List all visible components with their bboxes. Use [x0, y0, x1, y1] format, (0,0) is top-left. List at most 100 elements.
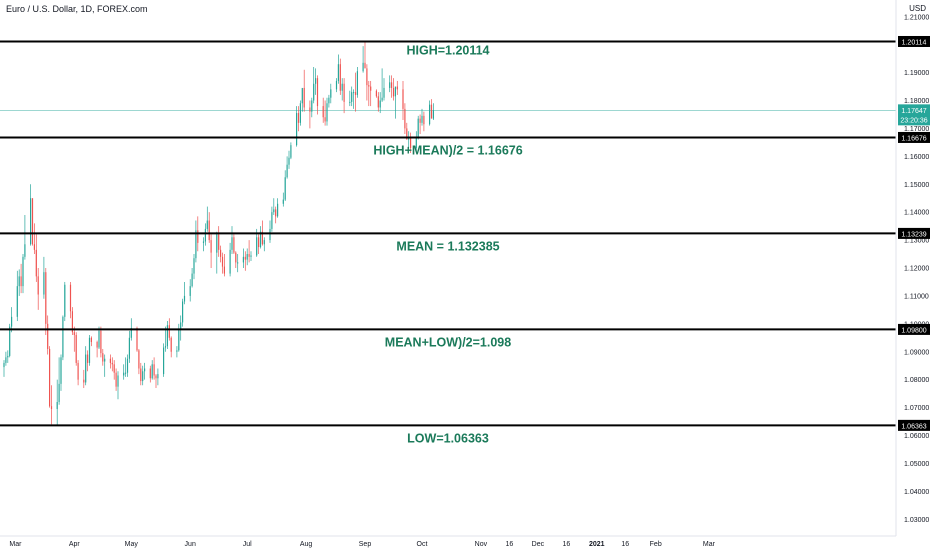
candle-body [182, 301, 184, 323]
candle-body [351, 92, 353, 102]
candle [389, 75, 391, 93]
level-axis-tag: 1.20114 [902, 39, 927, 46]
candle [410, 132, 412, 153]
candle [208, 212, 210, 243]
candle-body [151, 364, 153, 379]
candle-body [33, 244, 35, 250]
candle-body [45, 272, 47, 324]
price-tick-label: 1.17000 [904, 126, 929, 133]
level-annotation: LOW=1.06363 [407, 431, 489, 445]
price-tick-label: 1.12000 [904, 266, 929, 273]
price-tick-label: 1.09000 [904, 349, 929, 356]
candle [235, 251, 237, 268]
candle [166, 321, 168, 349]
candle [218, 226, 220, 257]
candle-body [368, 85, 370, 87]
candle-body [155, 375, 157, 379]
candle-body [100, 330, 102, 354]
candle [149, 365, 151, 383]
price-axis-background[interactable] [896, 0, 932, 536]
candle [231, 226, 233, 255]
candle [246, 248, 248, 266]
candle-body [220, 249, 222, 257]
candle-body [364, 62, 366, 69]
candle [381, 68, 383, 102]
candle [136, 326, 138, 352]
candle [309, 100, 311, 129]
candle [297, 106, 300, 132]
candle [343, 78, 345, 114]
candle [102, 348, 104, 366]
candle-body [284, 177, 286, 200]
candle [71, 307, 73, 335]
candle [430, 99, 433, 119]
candle [151, 360, 153, 380]
candle [49, 346, 51, 408]
candle-body [432, 110, 434, 119]
candle [404, 103, 406, 134]
candle-body [189, 286, 191, 296]
candle-body [157, 374, 159, 379]
price-tick-label: 1.07000 [904, 405, 929, 412]
candle-body [149, 368, 151, 379]
symbol-title: Euro / U.S. Dollar, 1D, FOREX.com [6, 4, 148, 14]
candle [210, 234, 212, 268]
candle [113, 360, 115, 380]
price-axis[interactable]: 1.210001.200001.190001.180001.170001.160… [904, 14, 929, 524]
time-tick-label: Sep [359, 541, 372, 548]
candle-body [195, 230, 197, 259]
candle-body [324, 117, 326, 122]
candle [419, 114, 421, 134]
candle [11, 307, 13, 333]
horizontal-levels-layer[interactable] [0, 40, 896, 427]
candle [354, 72, 357, 112]
price-tick-label: 1.14000 [904, 210, 929, 217]
candle [125, 357, 127, 377]
candle-body [69, 284, 72, 312]
candle-body [111, 362, 113, 365]
candle-body [381, 97, 383, 101]
candle [109, 354, 111, 369]
candle [296, 106, 298, 147]
candle [56, 379, 58, 426]
candle-body [113, 364, 115, 373]
candle [391, 75, 393, 98]
candle [64, 281, 66, 322]
candle [45, 268, 47, 335]
candle-body [248, 254, 250, 257]
candle [335, 78, 338, 93]
time-axis[interactable]: Mar Apr May Jun Jul Aug Sep Oct Nov 16 Dec 16 2021 16… [9, 541, 715, 548]
candle-body [286, 164, 288, 178]
candle-body [30, 198, 32, 245]
candle-body [429, 104, 431, 125]
candle-body [43, 272, 45, 295]
candle [421, 108, 423, 126]
candle-body [180, 322, 182, 330]
candle [286, 156, 288, 179]
level-axis-tag: 1.16676 [901, 135, 926, 142]
time-tick-label: May [125, 541, 139, 548]
candle-body [58, 383, 60, 402]
candle-body [261, 231, 263, 245]
candle-body [191, 273, 193, 287]
candle [7, 350, 9, 363]
candle-body [3, 362, 5, 368]
candle [182, 298, 184, 327]
price-tick-label: 1.13000 [904, 238, 929, 245]
candle-body [221, 256, 224, 267]
candle-body [136, 328, 138, 351]
level-axis-tag-bg [898, 227, 930, 239]
candle [193, 254, 195, 280]
candle [396, 80, 398, 95]
candle [233, 234, 235, 255]
level-axis-tag: 1.09800 [901, 327, 926, 334]
candle-body [140, 368, 142, 382]
candle-body [142, 371, 144, 382]
price-tick-label: 1.18000 [904, 98, 929, 105]
candle [35, 234, 37, 282]
candle-body [271, 212, 273, 229]
candle-body [341, 83, 343, 91]
candle-body [9, 326, 11, 356]
